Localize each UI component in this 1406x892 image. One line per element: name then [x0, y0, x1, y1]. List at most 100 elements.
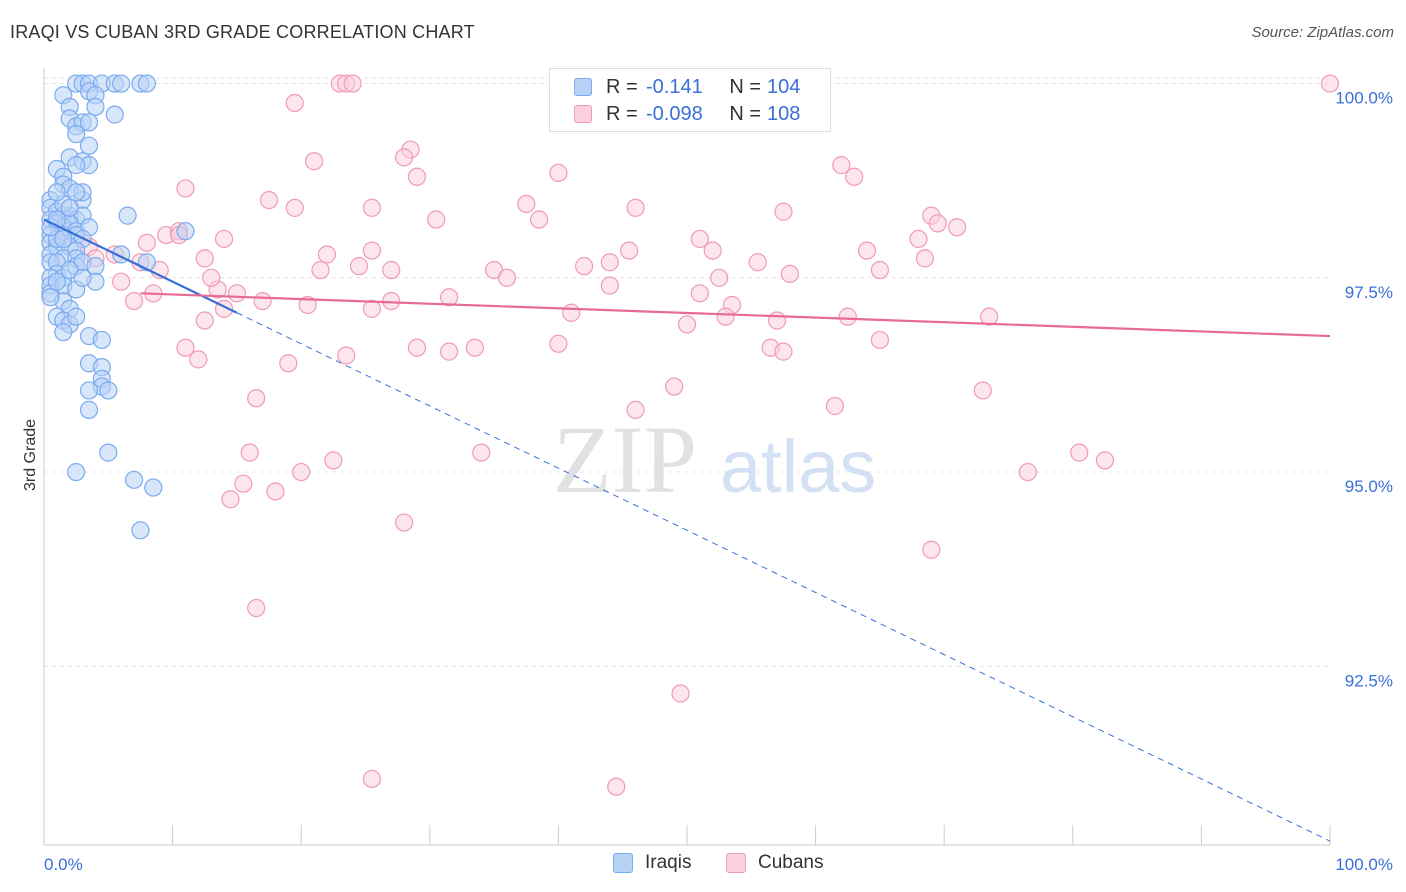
watermark-atlas: atlas [720, 425, 876, 508]
legend-n-value: 108 [767, 102, 801, 125]
cuban-point [317, 245, 337, 264]
cuban-point [394, 148, 414, 167]
cuban-point [626, 400, 645, 419]
iraqi-point [99, 381, 118, 400]
iraqis-trend-extension [236, 312, 1331, 842]
legend-n-label: N = [729, 75, 761, 98]
iraqi-point [86, 97, 105, 116]
iraqi-point [41, 288, 60, 307]
iraqi-point [124, 470, 144, 489]
cuban-point [671, 684, 690, 703]
cuban-point [626, 198, 645, 217]
cuban-point [620, 241, 639, 260]
cuban-point [832, 156, 851, 175]
cuban-point [703, 241, 722, 260]
cuban-point [362, 241, 382, 260]
iraqis-legend-swatch [613, 853, 633, 873]
cuban-point [362, 769, 382, 789]
cuban-point [439, 288, 459, 307]
cuban-point [497, 268, 517, 287]
cuban-point [259, 190, 279, 210]
x-tick-label: 100.0% [1335, 855, 1393, 874]
iraqi-point [60, 198, 79, 217]
cuban-point [465, 338, 484, 357]
iraqi-point [92, 330, 111, 350]
cuban-point [845, 167, 864, 186]
cuban-point [472, 443, 491, 462]
cuban-point [253, 292, 272, 311]
cuban-point [247, 598, 266, 618]
cuban-point [1018, 462, 1037, 482]
iraqi-point [67, 156, 86, 175]
tick-labels: 92.5% 95.0% 97.5% 100.0% 0.0% 100.0% [44, 89, 1393, 874]
iraqis-points [41, 74, 195, 540]
watermark-zip: ZIP [553, 406, 697, 513]
gridlines [44, 77, 1330, 667]
cuban-point [575, 257, 594, 276]
cuban-point [324, 451, 343, 470]
y-tick-label: 100.0% [1335, 89, 1393, 108]
cuban-point [857, 241, 877, 260]
legend-n-value: 104 [767, 75, 801, 98]
cuban-point [748, 253, 767, 272]
cuban-point [112, 272, 131, 291]
cuban-point [407, 167, 427, 186]
iraqi-point [47, 183, 66, 202]
iraqi-point [105, 105, 124, 124]
iraqi-point [118, 206, 137, 225]
iraqi-point [144, 478, 163, 497]
cuban-point [247, 389, 266, 408]
cubans-swatch [574, 105, 592, 123]
cuban-point [1095, 451, 1115, 470]
legend-n-label: N = [729, 102, 761, 125]
cuban-point [928, 214, 947, 233]
legend-label-iraqis: Iraqis [645, 852, 692, 873]
iraqi-point [112, 74, 131, 93]
cuban-point [947, 218, 967, 237]
cuban-point [337, 346, 356, 365]
cuban-point [234, 474, 253, 493]
cuban-point [690, 229, 709, 249]
cuban-point [825, 396, 844, 416]
iraqi-point [131, 521, 150, 540]
cubans-legend-swatch [726, 853, 746, 873]
cuban-point [1070, 443, 1089, 462]
trend-lines [43, 218, 1331, 842]
cuban-point [214, 229, 234, 249]
iraqi-point [176, 222, 195, 241]
cuban-point [870, 330, 890, 350]
correlation-legend: R = -0.141 N = 104 R = -0.098 N = 108 [549, 68, 831, 132]
cuban-point [774, 202, 793, 221]
cuban-point [980, 307, 999, 326]
iraqi-point [47, 272, 66, 291]
cuban-point [600, 276, 619, 295]
y-tick-label: 92.5% [1345, 671, 1393, 690]
cuban-point [407, 338, 427, 357]
cuban-point [607, 777, 626, 796]
x-tick-label: 0.0% [44, 855, 83, 874]
cuban-point [394, 513, 414, 532]
legend-item-cubans[interactable]: Cubans [726, 852, 824, 874]
cuban-point [562, 303, 581, 322]
cuban-point [427, 210, 446, 229]
cuban-point [710, 268, 729, 287]
cuban-point [202, 268, 221, 287]
cuban-point [362, 198, 382, 217]
iraqi-point [67, 183, 86, 202]
cuban-point [298, 295, 317, 315]
cuban-point [285, 93, 304, 113]
legend-item-iraqis[interactable]: Iraqis [613, 852, 691, 874]
iraqi-point [79, 381, 99, 400]
iraqi-point [54, 229, 73, 249]
y-tick-label: 97.5% [1345, 283, 1393, 302]
cuban-point [1320, 74, 1340, 93]
iraqi-point [73, 268, 92, 287]
cuban-point [311, 260, 330, 280]
legend-r-label: R = [606, 75, 638, 98]
cuban-point [227, 284, 246, 303]
cuban-point [517, 194, 536, 214]
cuban-point [285, 198, 304, 217]
cuban-point [716, 307, 735, 326]
iraqi-point [67, 462, 86, 482]
